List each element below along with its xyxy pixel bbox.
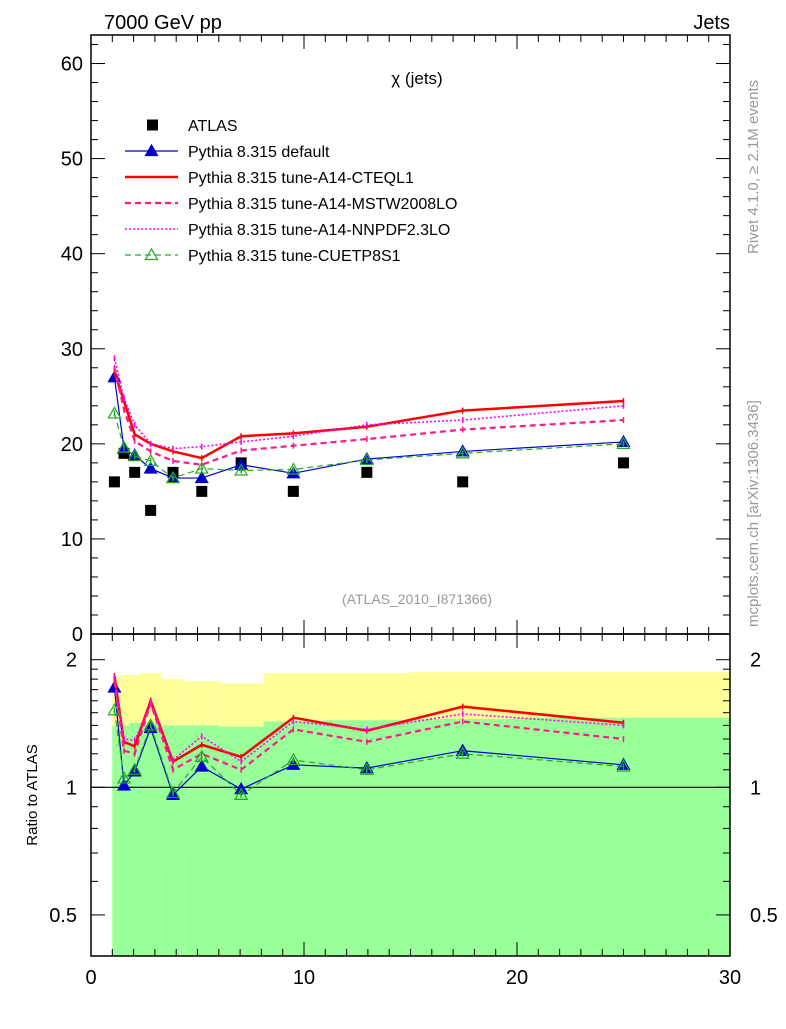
data-point-marker: [107, 703, 122, 716]
series-pythia-8-315-tune-cuetp8s1: [107, 703, 631, 800]
data-point-marker: [116, 778, 132, 791]
series-pythia-8-315-tune-cuetp8s1: [107, 406, 631, 484]
ratio-y-tick-label-right: 0.5: [750, 905, 778, 927]
green-band-segment: [112, 725, 119, 956]
data-point-marker: [127, 448, 142, 462]
y-tick-label: 10: [61, 529, 83, 551]
data-point-marker: [616, 759, 631, 772]
green-band-segment: [517, 717, 730, 956]
green-band-segment: [139, 722, 162, 956]
ratio-y-tick-label: 1: [66, 777, 77, 799]
data-point-marker: [143, 461, 158, 474]
axes-and-ticks: 0 10 20 30 40 50 60 0 10 20 30 0.5 0.5 1 1 2 2: [49, 34, 778, 989]
header-left-label: 7000 GeV pp: [104, 12, 222, 34]
legend-marker-triangle: [144, 143, 159, 157]
data-point-marker: [143, 718, 158, 731]
ratio-y-tick-label-right: 1: [750, 777, 761, 799]
atlas-data-point: [287, 485, 299, 497]
legend-entry-pythia-8-315-tune-a14-mstw2008lo: Pythia 8.315 tune-A14-MSTW2008LO: [125, 196, 457, 213]
data-point-marker: [616, 436, 631, 449]
legend-entry-pythia-8-315-tune-a14-nnpdf2-3lo: Pythia 8.315 tune-A14-NNPDF2.3LO: [125, 222, 450, 239]
data-point-marker: [286, 466, 301, 479]
legend-label: Pythia 8.315 tune-A14-NNPDF2.3LO: [188, 222, 450, 239]
data-point-marker: [194, 461, 209, 474]
data-point-marker: [116, 771, 132, 784]
series-line: [113, 710, 624, 796]
x-tick-label: 10: [293, 967, 315, 989]
series-line: [113, 367, 624, 466]
data-point-marker: [286, 752, 301, 766]
y-tick-label: 0: [72, 624, 83, 646]
atlas-data-point: [457, 476, 469, 488]
atlas-data-point: [108, 476, 120, 488]
y-tick-label: 30: [61, 339, 83, 361]
data-point-marker: [455, 446, 470, 459]
data-point-marker: [143, 453, 158, 467]
legend: ATLAS Pythia 8.315 default Pythia 8.315 tu…: [125, 118, 457, 265]
series-line: [113, 681, 624, 772]
data-point-marker: [194, 749, 209, 762]
y-tick-label: 40: [61, 244, 83, 266]
atlas-data-point: [129, 466, 141, 478]
data-point-marker: [165, 785, 181, 799]
green-band-segment: [129, 722, 140, 956]
green-band-segment: [263, 721, 324, 956]
main-plot-series: [107, 355, 631, 516]
header-right-label: Jets: [693, 12, 730, 34]
green-band-segment: [118, 725, 130, 956]
legend-label: ATLAS: [188, 118, 238, 135]
data-point-marker: [234, 787, 249, 800]
ratio-y-tick-label: 2: [66, 650, 77, 672]
data-point-marker: [165, 470, 181, 484]
rivet-version-label: Rivet 4.1.0, ≥ 2.1M events: [745, 80, 762, 254]
x-tick-label: 0: [85, 967, 96, 989]
data-point-marker: [107, 406, 122, 419]
atlas-data-point: [361, 466, 373, 478]
y-tick-label: 50: [61, 149, 83, 171]
x-tick-label: 20: [506, 967, 528, 989]
analysis-id-label: (ATLAS_2010_I871366): [342, 591, 492, 607]
green-band-segment: [218, 726, 264, 956]
atlas-data-point: [145, 504, 157, 516]
y-tick-label: 20: [61, 434, 83, 456]
atlas-data-point: [618, 457, 629, 469]
series-pythia-8-315-tune-a14-nnpdf2-3lo: [113, 355, 625, 452]
atlas-data-point: [196, 485, 208, 497]
green-band-segment: [161, 725, 185, 956]
legend-entry-atlas: ATLAS: [147, 118, 238, 135]
plot-title: χ (jets): [391, 69, 442, 88]
legend-entry-pythia-8-315-tune-cuetp8s1: Pythia 8.315 tune-CUETP8S1: [125, 247, 401, 265]
ratio-y-tick-label: 0.5: [49, 905, 77, 927]
data-point-marker: [194, 759, 209, 772]
series-pythia-8-315-tune-a14-mstw2008lo: [113, 364, 625, 468]
legend-label: Pythia 8.315 tune-CUETP8S1: [188, 248, 401, 265]
data-point-marker: [359, 762, 374, 775]
legend-label: Pythia 8.315 default: [188, 144, 330, 161]
green-band-segment: [323, 720, 411, 956]
data-point-marker: [286, 462, 301, 475]
data-point-marker: [194, 470, 209, 484]
ratio-uncertainty-bands: [91, 672, 730, 956]
ratio-y-axis-label: Ratio to ATLAS: [24, 744, 41, 845]
ratio-plot-series: [107, 673, 631, 800]
legend-label: Pythia 8.315 tune-A14-CTEQL1: [188, 170, 414, 187]
series-pythia-8-315-tune-a14-nnpdf2-3lo: [113, 675, 625, 765]
data-point-marker: [359, 452, 374, 466]
mcplots-source-label: mcplots.cern.ch [arXiv:1306.3436]: [745, 400, 762, 627]
legend-marker-square: [147, 119, 158, 131]
y-tick-label: 60: [61, 54, 83, 76]
legend-label: Pythia 8.315 tune-A14-MSTW2008LO: [188, 196, 457, 213]
x-tick-label: 30: [719, 967, 741, 989]
ratio-y-tick-label-right: 2: [750, 650, 761, 672]
legend-marker-open-triangle: [144, 247, 159, 261]
series-line: [113, 358, 624, 450]
data-point-marker: [127, 762, 142, 775]
data-point-marker: [234, 463, 249, 476]
data-point-marker: [116, 440, 132, 453]
data-point-marker: [455, 746, 470, 759]
legend-entry-pythia-8-315-tune-a14-cteql1: Pythia 8.315 tune-A14-CTEQL1: [125, 170, 414, 187]
legend-entry-pythia-8-315-default: Pythia 8.315 default: [125, 143, 330, 161]
